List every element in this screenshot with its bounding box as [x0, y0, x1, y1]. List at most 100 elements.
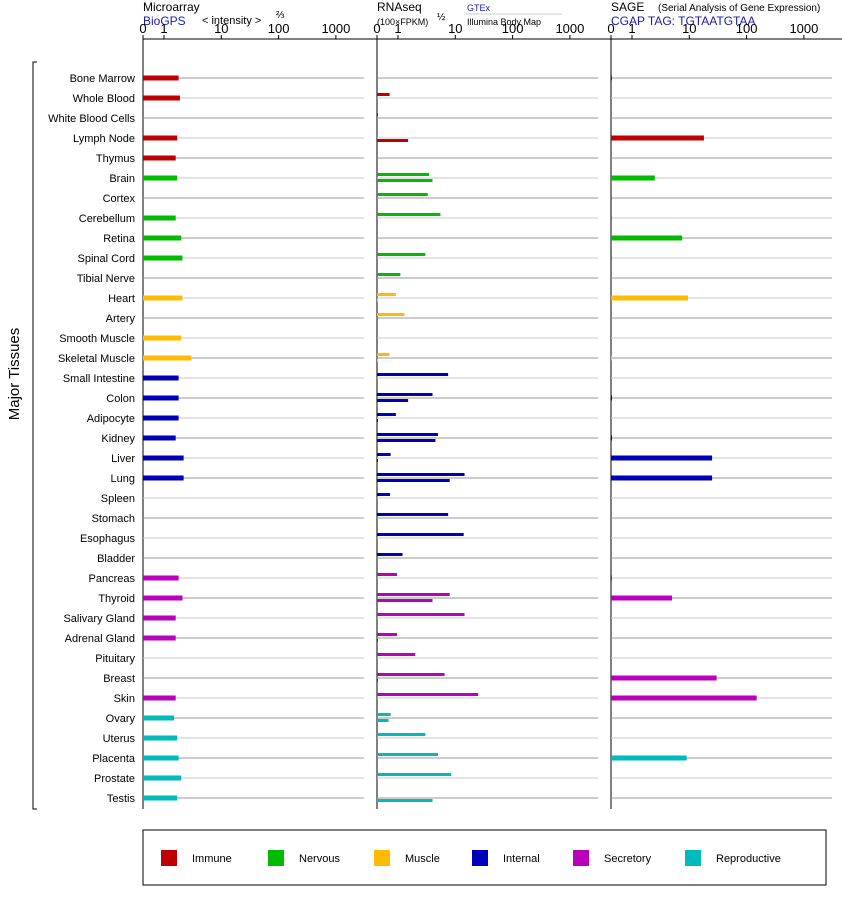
rnaseq-gtex-bar	[377, 673, 445, 676]
legend-label-internal: Internal	[503, 853, 540, 865]
microarray-bar	[143, 475, 184, 481]
rnaseq-gtex-bar	[377, 753, 439, 756]
tissue-label: Skeletal Muscle	[58, 353, 135, 365]
sage-tick-label: 100	[736, 21, 758, 36]
legend-swatch-internal	[472, 850, 488, 866]
sage-tick-label: 0	[607, 21, 614, 36]
rnaseq-gtex-bar	[377, 553, 403, 556]
sage-subtitle: CGAP TAG: TGTAATGTAA	[611, 14, 755, 28]
tissue-label: Pancreas	[89, 573, 136, 585]
rnaseq-gtex-bar	[377, 373, 449, 376]
sage-bar	[611, 435, 612, 441]
microarray-bar	[143, 255, 183, 261]
rnaseq-tick-label: 10	[448, 21, 462, 36]
rnaseq-tick-label: 1	[394, 21, 401, 36]
sage-bar	[611, 395, 612, 401]
rnaseq-gtex-bar	[377, 213, 441, 216]
microarray-bar	[143, 695, 176, 701]
microarray-bar	[143, 635, 176, 641]
sage-tick-label: 1	[628, 21, 635, 36]
microarray-tick-label: 100	[268, 21, 290, 36]
rnaseq-ibm-bar	[377, 779, 378, 782]
tissue-label: Adipocyte	[87, 413, 135, 425]
panel-headers: Microarray BioGPS < intensity > ⅔ RNAseq…	[143, 0, 820, 28]
microarray-bar	[143, 75, 179, 81]
sage-bar	[611, 215, 612, 221]
sage-bar	[611, 295, 689, 301]
rnaseq-gtex-bar	[377, 273, 401, 276]
rnaseq-gtex-bar	[377, 253, 426, 256]
rnaseq-gtex-bar	[377, 433, 439, 436]
microarray-bar	[143, 175, 178, 181]
tissue-labels: Bone Marrow Whole Blood White Blood Cells L…	[48, 73, 136, 805]
rnaseq-gtex-bar	[377, 93, 390, 96]
sage-bar	[611, 175, 655, 181]
microarray-bar	[143, 715, 175, 721]
rnaseq-gtex-bar	[377, 713, 391, 716]
rnaseq-tick-label: 100	[502, 21, 524, 36]
rnaseq-gtex-bar	[377, 613, 465, 616]
sage-bar	[611, 575, 612, 581]
rnaseq-gtex-bar	[377, 453, 391, 456]
tissue-label: Kidney	[101, 433, 135, 445]
rnaseq-gtex-bar	[377, 393, 433, 396]
microarray-bar	[143, 375, 179, 381]
rnaseq-gtex-bar	[377, 413, 396, 416]
tissue-label: Cerebellum	[79, 213, 135, 225]
tissue-label: Placenta	[92, 753, 136, 765]
rnaseq-source-illumina: Illumina Body Map	[467, 17, 541, 27]
microarray-tick-label: 1	[160, 21, 167, 36]
microarray-tick-label: 0	[139, 21, 146, 36]
tissue-label: Spleen	[101, 493, 135, 505]
sage-bar	[611, 475, 713, 481]
tissue-label: Ovary	[106, 713, 136, 725]
legend-swatch-secretory	[573, 850, 589, 866]
rnaseq-tick-label: 1000	[555, 21, 584, 36]
microarray-bar	[143, 355, 192, 361]
rnaseq-gtex-bar	[377, 733, 426, 736]
row-gridlines	[143, 77, 832, 799]
tissue-label: Thymus	[96, 153, 136, 165]
y-axis-bracket	[32, 61, 37, 810]
sage-bar	[611, 455, 713, 461]
tissue-label: Salivary Gland	[63, 613, 135, 625]
legend-label-muscle: Muscle	[405, 853, 440, 865]
microarray-bar	[143, 435, 176, 441]
rnaseq-ibm-bar	[377, 439, 436, 442]
legend-label-immune: Immune	[192, 853, 232, 865]
rnaseq-ibm-bar	[377, 719, 389, 722]
tissue-label: Artery	[106, 313, 136, 325]
microarray-bar	[143, 235, 182, 241]
microarray-bar	[143, 95, 180, 101]
rnaseq-gtex-bar	[377, 773, 452, 776]
tissue-label: Lymph Node	[73, 133, 135, 145]
microarray-bar	[143, 755, 179, 761]
microarray-bar	[143, 775, 182, 781]
rnaseq-ibm-bar	[377, 799, 433, 802]
sage-bar	[611, 675, 717, 681]
tissue-label: Testis	[107, 793, 136, 805]
rnaseq-gtex-bar	[377, 653, 416, 656]
sage-bar	[611, 355, 612, 361]
rnaseq-source-gtex: GTEx	[467, 3, 491, 13]
microarray-bar	[143, 155, 176, 161]
legend-swatch-nervous	[268, 850, 284, 866]
rnaseq-gtex-bar	[377, 353, 390, 356]
microarray-tick-label: 1000	[321, 21, 350, 36]
tissue-label: Liver	[111, 453, 135, 465]
tissue-label: Stomach	[92, 513, 135, 525]
rnaseq-ibm-bar	[377, 139, 409, 142]
microarray-bar	[143, 795, 178, 801]
rnaseq-subtitle: (100×FPKM)	[377, 17, 428, 27]
microarray-bar	[143, 295, 183, 301]
tissue-label: Retina	[103, 233, 136, 245]
microarray-bar	[143, 215, 176, 221]
tissue-label: Adrenal Gland	[65, 633, 135, 645]
tissue-label: Prostate	[94, 773, 135, 785]
sage-bar	[611, 135, 704, 141]
rnaseq-gtex-bar	[377, 493, 391, 496]
microarray-tick-label: 10	[214, 21, 228, 36]
tissue-label: Esophagus	[80, 533, 136, 545]
sage-tick-label: 1000	[789, 21, 818, 36]
